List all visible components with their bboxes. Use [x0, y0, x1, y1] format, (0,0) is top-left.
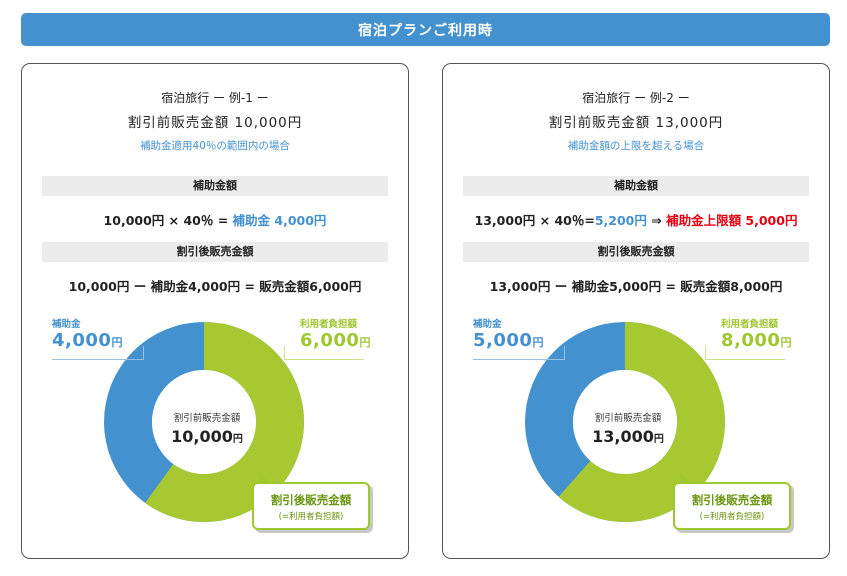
callout-subtitle: (=利用者負担額) [278, 512, 344, 522]
callout-pointer [259, 472, 271, 484]
subsidy-label: 補助金 [473, 319, 502, 330]
donut-center-label: 割引前販売金額 13,000円 [583, 410, 673, 446]
subsidy-label: 補助金 [52, 319, 81, 330]
donut-hole [573, 370, 677, 474]
example-title: 宿泊旅行 ー 例-1 ー [161, 91, 269, 105]
discounted-price-calculation: 13,000円 ー 補助金5,000円 = 販売金額8,000円 [489, 279, 783, 294]
discounted-price-heading: 割引後販売金額 [463, 242, 809, 262]
section-title-text: 宿泊プランご利用時 [358, 22, 493, 39]
center-caption: 割引前販売金額 [594, 413, 662, 424]
subsidy-amount-heading: 補助金額 [463, 176, 809, 196]
subsidy-calc-formula: 13,000円 × 40％= [474, 213, 595, 228]
subsidy-leader-line [473, 346, 565, 360]
subsidy-calculation: 13,000円 × 40％=5,200円 ⇒ 補助金上限額 5,000円 [443, 210, 829, 229]
user-burden-value: 6,000円 [300, 330, 371, 351]
case-note: 補助金額の上限を超える場合 [567, 140, 705, 152]
user-burden-label: 利用者負担額 [721, 319, 779, 330]
discounted-price-calculation: 10,000円 ー 補助金4,000円 = 販売金額6,000円 [68, 279, 362, 294]
subsidy-cap-amount: 補助金上限額 5,000円 [666, 213, 798, 228]
donut-hole [152, 370, 256, 474]
example-title: 宿泊旅行 ー 例-2 ー [582, 91, 690, 105]
example-card-1: 宿泊旅行 ー 例-1 ー 割引前販売金額 10,000円 補助金適用40％の範囲… [21, 63, 409, 559]
discounted-price-callout: 割引後販売金額 (=利用者負担額) [673, 482, 791, 530]
subsidy-amount-heading: 補助金額 [42, 176, 388, 196]
example-card-2: 宿泊旅行 ー 例-2 ー 割引前販売金額 13,000円 補助金額の上限を超える… [442, 63, 830, 559]
user-burden-leader-line [705, 346, 785, 360]
user-burden-leader-line [284, 346, 364, 360]
subsidy-value: 5,000円 [473, 330, 544, 351]
case-note: 補助金適用40％の範囲内の場合 [140, 140, 290, 152]
callout-subtitle: (=利用者負担額) [699, 512, 765, 522]
discounted-price-callout: 割引後販売金額 (=利用者負担額) [252, 482, 370, 530]
center-value: 10,000円 [171, 427, 243, 446]
price-before-discount: 割引前販売金額 10,000円 [127, 115, 303, 131]
user-burden-label: 利用者負担額 [300, 319, 358, 330]
donut-chart [104, 322, 304, 522]
subsidy-calc-result: 補助金 4,000円 [232, 213, 327, 228]
donut-center-label: 割引前販売金額 10,000円 [162, 410, 252, 446]
user-burden-value: 8,000円 [721, 330, 792, 351]
donut-user-segment [525, 322, 725, 522]
center-caption: 割引前販売金額 [173, 413, 241, 424]
price-before-discount: 割引前販売金額 13,000円 [548, 115, 724, 131]
subsidy-calc-result: 5,200円 [594, 213, 647, 228]
arrow-symbol: ⇒ [646, 213, 667, 228]
callout-title: 割引後販売金額 [691, 493, 773, 507]
subsidy-value: 4,000円 [52, 330, 123, 351]
subsidy-calc-formula: 10,000円 × 40％ = [103, 213, 233, 228]
callout-pointer [680, 472, 692, 484]
discounted-price-heading: 割引後販売金額 [42, 242, 388, 262]
callout-title: 割引後販売金額 [270, 493, 352, 507]
subsidy-leader-line [52, 346, 144, 360]
center-value: 13,000円 [592, 427, 664, 446]
donut-user-segment [104, 322, 304, 522]
section-title: 宿泊プランご利用時 [21, 13, 830, 46]
donut-chart [525, 322, 725, 522]
subsidy-calculation: 10,000円 × 40％ = 補助金 4,000円 [22, 210, 408, 229]
